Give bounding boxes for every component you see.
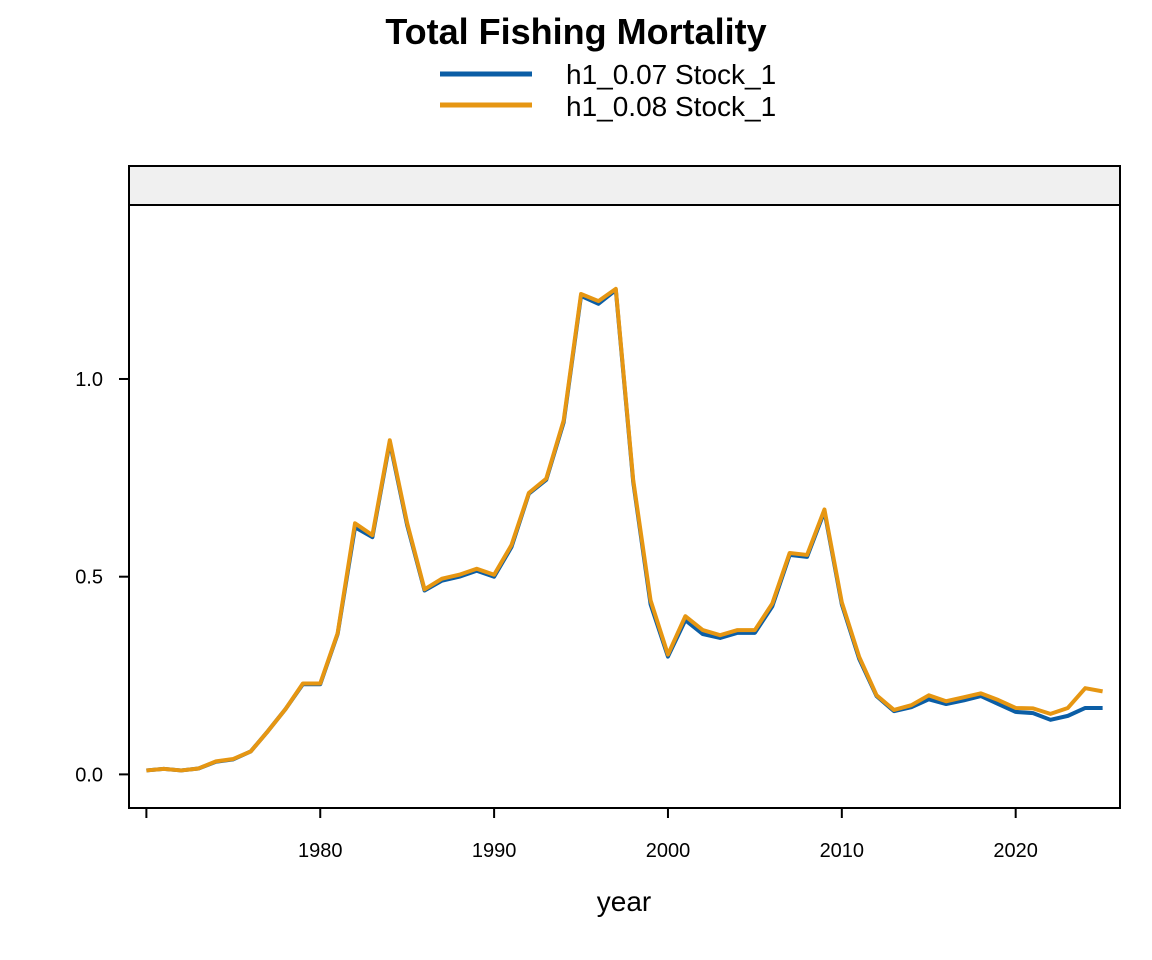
x-axis: 1980 1990 2000 2010 2020 — [145, 808, 1038, 862]
legend-item-1: h1_0.08 Stock_1 — [440, 91, 776, 122]
plot-area — [128, 204, 1121, 809]
y-tick-label: 0.5 — [75, 567, 103, 589]
x-tick-label: 2000 — [646, 840, 691, 862]
legend-label-0: h1_0.07 Stock_1 — [566, 59, 776, 90]
y-tick-label: 1.0 — [75, 369, 103, 391]
x-tick-label: 1980 — [298, 840, 343, 862]
series-layer — [146, 286, 1103, 773]
y-axis: 0.0 0.5 1.0 — [75, 369, 129, 786]
legend: h1_0.07 Stock_1 h1_0.08 Stock_1 — [440, 59, 776, 122]
y-tick-label: 0.0 — [75, 764, 103, 786]
chart-title: Total Fishing Mortality — [385, 11, 766, 52]
legend-label-1: h1_0.08 Stock_1 — [566, 91, 776, 122]
x-tick-label: 2020 — [993, 840, 1038, 862]
x-axis-title: year — [597, 886, 651, 917]
x-tick-label: 1990 — [472, 840, 517, 862]
legend-item-0: h1_0.07 Stock_1 — [440, 59, 776, 90]
series-line-1 — [146, 286, 1103, 773]
strip-panel — [128, 165, 1121, 206]
x-tick-label: 2010 — [820, 840, 865, 862]
